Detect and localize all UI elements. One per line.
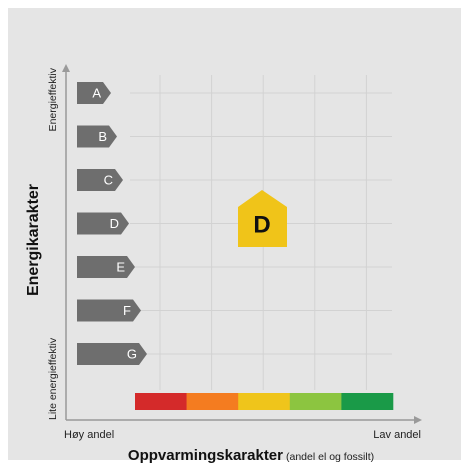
grade-letter: D	[110, 216, 119, 231]
grade-arrow	[77, 299, 141, 322]
grade-letter: F	[123, 303, 131, 318]
grade-arrow	[77, 212, 129, 235]
heating-segment	[238, 393, 291, 410]
grade-letter: E	[116, 259, 125, 274]
result-marker	[238, 190, 287, 247]
result-grade: D	[253, 211, 270, 238]
grade-arrows: A B C D E F G	[77, 82, 147, 365]
heating-segment	[341, 393, 394, 410]
heating-scale	[135, 393, 394, 410]
grade-arrow	[77, 343, 147, 365]
x-axis-arrow	[414, 416, 422, 424]
y-bottom-label: Lite energieffektiv	[47, 337, 59, 420]
grade-letter: G	[127, 346, 137, 361]
x-axis-title: Oppvarmingskarakter	[128, 447, 283, 464]
grid	[130, 75, 392, 390]
heating-segment	[135, 393, 187, 410]
grade-arrow	[77, 125, 117, 148]
grade-letter: C	[104, 172, 113, 187]
y-axis-title: Energikarakter	[25, 184, 42, 296]
x-left-label: Høy andel	[64, 429, 114, 441]
y-top-label: Energieffektiv	[47, 67, 59, 131]
heating-segment	[186, 393, 239, 410]
panel	[8, 8, 461, 460]
grade-letter: A	[92, 85, 101, 100]
grade-arrow	[77, 256, 135, 278]
grade-arrow	[77, 82, 111, 104]
grade-letter: B	[98, 129, 107, 144]
heating-segment	[289, 393, 342, 410]
grade-arrow	[77, 169, 123, 191]
x-axis-subtitle: (andel el og fossilt)	[286, 451, 374, 463]
x-right-label: Lav andel	[373, 429, 421, 441]
y-axis-arrow	[62, 64, 70, 72]
